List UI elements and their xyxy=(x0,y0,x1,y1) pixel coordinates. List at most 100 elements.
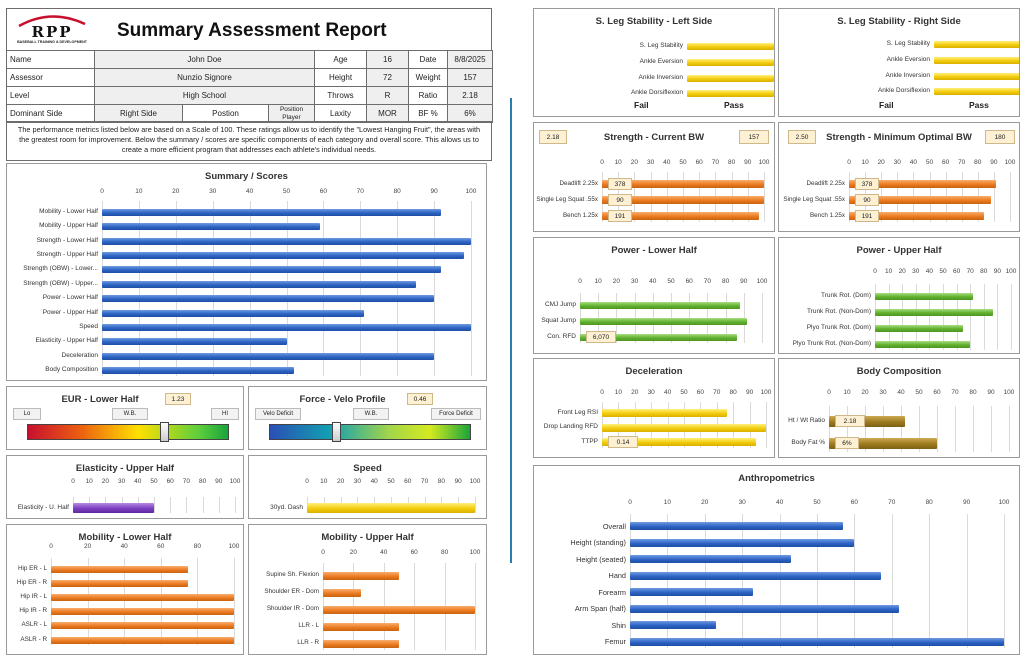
anthro-gridline xyxy=(779,514,781,648)
anthro-tick-label: 100 xyxy=(998,499,1010,506)
str_cur-value-label: 378 xyxy=(608,178,632,190)
elasticity-gridline xyxy=(186,497,188,513)
speed-title: Speed xyxy=(353,463,382,474)
anthro-gridline xyxy=(854,514,856,648)
pow_lower-tick-label: 90 xyxy=(740,278,748,285)
stability-right-pass: Pass xyxy=(969,100,989,110)
pow_upper-category-label: Plyo Trunk Rot. (Dom) xyxy=(806,323,871,331)
str_cur-gridline xyxy=(764,172,765,222)
mob_lower-bar xyxy=(51,622,234,630)
anthro-tick-label: 10 xyxy=(663,499,672,506)
decel-category-label: Drop Landing RFD xyxy=(543,423,598,431)
pow_upper-bar xyxy=(875,308,994,316)
summary-tick-label: 10 xyxy=(135,188,143,195)
pow_upper-tick-label: 70 xyxy=(966,268,974,275)
body-gridline xyxy=(829,406,830,452)
anthro-category-label: Forearm xyxy=(598,587,626,597)
str_min-tick-label: 40 xyxy=(909,159,918,166)
str_cur-tick-label: 30 xyxy=(646,159,655,166)
speed-tick-label: 60 xyxy=(404,478,412,485)
speed-tick-label: 30 xyxy=(353,478,362,485)
anthro-tick-label: 50 xyxy=(813,499,821,506)
str_cur-value-label: 90 xyxy=(608,194,632,206)
body-tick-label: 100 xyxy=(1003,389,1015,396)
pow_upper-category-label: Trunk Rot. (Non-Dom) xyxy=(806,307,871,315)
pow_upper-category-label: Trunk Rot. (Dom) xyxy=(821,291,871,299)
athlete-info-table: Name John Doe Age 16 Date 8/8/2025 Asses… xyxy=(6,50,493,123)
speed-tick-label: 70 xyxy=(420,478,429,485)
strength-min-ratio: 2.50 xyxy=(788,130,816,144)
deceleration-panel: Deceleration 0 10 20 30 40 50 60 70 80 90 100 Front… xyxy=(533,358,775,458)
mobility-upper-title: Mobility - Upper Half xyxy=(321,532,414,543)
throws-label: Throws xyxy=(314,86,367,105)
position-label: Postion xyxy=(182,104,269,123)
eur-value: 1.23 xyxy=(165,393,191,405)
summary-panel: Summary / Scores 0 10 20 30 40 50 60 70 80 90 100 M… xyxy=(6,163,487,381)
pow_upper-gridline xyxy=(970,284,972,350)
elasticity-tick-label: 0 xyxy=(71,478,75,485)
mob_lower-gridline xyxy=(51,558,52,646)
elasticity-tick-label: 10 xyxy=(85,478,93,485)
mob_upper-tick-label: 80 xyxy=(440,549,449,556)
speed-panel: Speed 0 10 20 30 40 50 60 70 80 90 100 30yd. Dash xyxy=(248,455,487,519)
stab_r-category-label: S. Leg Stability xyxy=(886,40,930,48)
str_cur-tick-label: 10 xyxy=(614,159,622,166)
stab_l-category-label: Ankle Inversion xyxy=(638,73,683,81)
str_min-tick-label: 20 xyxy=(877,159,885,166)
decel-bar xyxy=(602,438,757,447)
body-tick-label: 50 xyxy=(915,389,923,396)
summary-category-label: Deceleration xyxy=(61,351,99,359)
str_min-bar xyxy=(849,180,996,188)
age-label: Age xyxy=(314,50,367,69)
pow_lower-bar xyxy=(580,317,748,325)
pow_upper-tick-label: 90 xyxy=(993,268,1002,275)
report-header: RPP BASEBALL TRAINING & DEVELOPMENT Summ… xyxy=(6,8,492,51)
mob_upper-tick-label: 40 xyxy=(380,549,388,556)
summary-tick-label: 20 xyxy=(172,188,180,195)
pow_upper-gridline xyxy=(983,284,985,350)
str_cur-tick-label: 70 xyxy=(711,159,720,166)
summary-bar xyxy=(102,280,416,288)
summary-gridline xyxy=(360,201,362,376)
summary-gridline xyxy=(175,201,177,376)
pow_lower-tick-label: 60 xyxy=(685,278,693,285)
anthro-tick-label: 40 xyxy=(775,499,784,506)
pow_upper-tick-label: 20 xyxy=(898,268,906,275)
summary-gridline xyxy=(397,201,399,376)
scale-note: The performance metrics listed below are… xyxy=(6,121,492,161)
mob_lower-bar xyxy=(51,565,189,573)
pow_lower-category-label: CMJ Jump xyxy=(544,300,576,308)
summary-tick-label: 40 xyxy=(245,188,254,195)
str_min-tick-label: 90 xyxy=(990,159,998,166)
assessor-value: Nunzio Signore xyxy=(94,68,315,87)
pow_upper-gridline xyxy=(902,284,904,350)
decel-value-label: 0.14 xyxy=(608,436,638,449)
summary-bar xyxy=(102,309,364,317)
speed-tick-label: 20 xyxy=(336,478,345,485)
stab_r-bar xyxy=(934,88,1019,96)
elasticity-tick-label: 60 xyxy=(166,478,174,485)
summary-tick-label: 30 xyxy=(209,188,217,195)
str_min-gridline xyxy=(993,172,995,222)
strength-min-panel: 2.50 Strength - Minimum Optimal BW 180 0… xyxy=(778,122,1020,232)
weight-label: Weight xyxy=(408,68,448,87)
mob_lower-bar xyxy=(51,579,189,587)
mob_upper-category-label: Shoulder IR - Dom xyxy=(266,605,319,612)
pow_upper-category-label: Plyo Trunk Rot. (Non-Dom) xyxy=(792,339,871,347)
pow_upper-gridline xyxy=(875,284,876,350)
speed-tick-label: 100 xyxy=(469,478,481,485)
pow_lower-tick-label: 20 xyxy=(612,278,621,285)
str_cur-tick-label: 60 xyxy=(695,159,703,166)
pow_lower-tick-label: 50 xyxy=(667,278,675,285)
power-lower-title: Power - Lower Half xyxy=(611,245,697,256)
summary-bar xyxy=(102,266,442,274)
stab_r-category-label: Ankle Inversion xyxy=(885,71,930,79)
speed-gridline xyxy=(475,497,476,513)
anthro-tick-label: 60 xyxy=(850,499,859,506)
decel-bar xyxy=(602,423,766,432)
date-value: 8/8/2025 xyxy=(447,50,493,69)
stability-left-title: S. Leg Stability - Left Side xyxy=(595,16,713,27)
mob_lower-tick-label: 20 xyxy=(83,543,92,550)
summary-bar xyxy=(102,352,435,360)
name-value: John Doe xyxy=(94,50,315,69)
